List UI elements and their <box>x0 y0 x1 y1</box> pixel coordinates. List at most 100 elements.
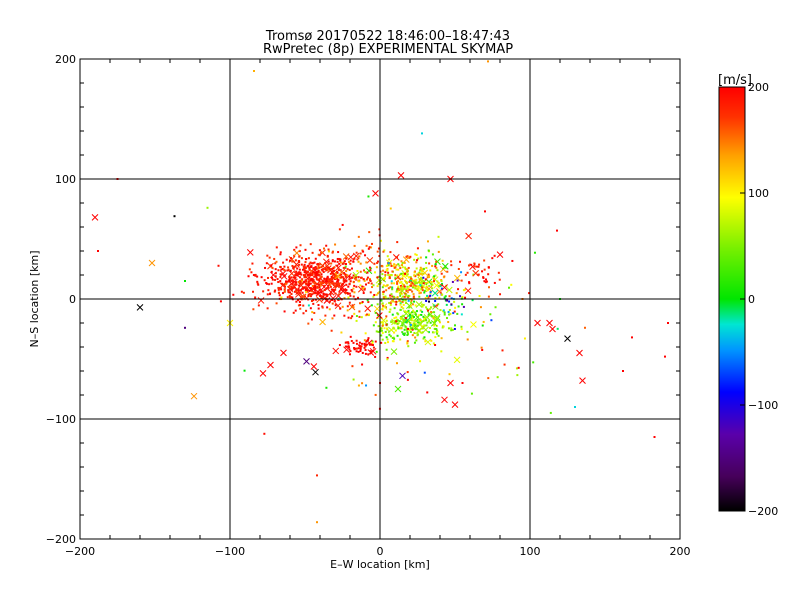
data-point <box>426 308 429 311</box>
data-point <box>440 337 443 340</box>
data-point <box>427 249 430 252</box>
data-point <box>411 334 414 337</box>
y-tick-label: 0 <box>69 293 76 306</box>
data-point <box>366 299 369 302</box>
data-point <box>395 362 398 365</box>
data-point <box>364 343 367 346</box>
data-point <box>370 242 373 245</box>
colorbar-step <box>719 336 745 338</box>
data-point <box>452 312 455 315</box>
colorbar-step <box>719 148 745 150</box>
data-point <box>309 274 312 277</box>
colorbar-step <box>719 453 745 455</box>
data-point <box>511 259 514 262</box>
data-point <box>328 300 331 303</box>
data-point-x <box>190 392 198 400</box>
colorbar-step <box>719 169 745 171</box>
colorbar-step <box>719 238 745 240</box>
data-point <box>412 293 415 296</box>
data-point <box>372 295 375 298</box>
data-point <box>381 302 384 305</box>
data-point <box>404 279 407 282</box>
data-point <box>339 307 342 310</box>
data-point <box>264 266 267 269</box>
colorbar-tick-label: −100 <box>748 399 778 412</box>
data-point <box>318 274 321 277</box>
colorbar-step <box>719 259 745 261</box>
data-point <box>363 288 366 291</box>
data-point <box>381 331 384 334</box>
data-point <box>274 275 277 278</box>
colorbar-step <box>719 501 745 503</box>
colorbar-step <box>719 360 745 362</box>
colorbar-step <box>719 449 745 451</box>
data-point <box>338 262 341 265</box>
data-point <box>382 284 385 287</box>
data-point-x <box>311 267 319 274</box>
colorbar-step <box>719 385 745 387</box>
data-point <box>308 262 311 265</box>
data-point <box>307 257 310 260</box>
colorbar-step <box>719 437 745 439</box>
data-point <box>332 273 335 276</box>
data-point <box>307 270 310 273</box>
data-point <box>406 329 409 332</box>
data-point <box>252 308 255 311</box>
data-point <box>417 273 420 276</box>
data-point <box>385 348 388 351</box>
colorbar-step <box>719 469 745 471</box>
data-point <box>317 263 320 266</box>
colorbar-step <box>719 212 745 214</box>
data-point <box>372 284 375 287</box>
data-point <box>344 266 347 269</box>
data-point <box>480 346 483 349</box>
colorbar-step <box>719 356 745 358</box>
data-point <box>333 260 336 263</box>
data-point <box>439 285 442 288</box>
data-point <box>318 263 321 266</box>
data-point <box>280 288 283 291</box>
data-point-x <box>303 358 310 365</box>
data-point <box>315 272 318 275</box>
data-point <box>323 277 326 280</box>
data-point <box>321 306 324 309</box>
data-point <box>379 270 382 273</box>
data-point <box>306 287 309 290</box>
colorbar-step <box>719 488 745 490</box>
data-point <box>310 300 313 303</box>
data-point <box>424 296 427 299</box>
colorbar-step <box>719 497 745 499</box>
data-point <box>373 262 376 265</box>
data-point <box>420 313 423 316</box>
colorbar-step <box>719 496 745 498</box>
data-point <box>341 284 344 287</box>
data-point <box>412 316 415 319</box>
colorbar-step <box>719 494 745 496</box>
data-point <box>318 279 321 282</box>
colorbar-step <box>719 338 745 340</box>
data-point <box>357 235 360 238</box>
data-point <box>397 327 400 330</box>
data-point-x <box>465 232 472 240</box>
data-point <box>419 282 422 285</box>
data-point <box>407 276 410 279</box>
data-point-x <box>390 348 398 355</box>
x-tick-label: −200 <box>65 545 95 558</box>
data-point-x <box>576 349 583 357</box>
data-point <box>377 247 380 250</box>
data-point <box>336 260 339 263</box>
data-point <box>344 273 347 276</box>
data-point <box>312 279 315 282</box>
data-point <box>418 321 421 324</box>
colorbar-step <box>719 264 745 266</box>
data-point <box>308 266 311 269</box>
colorbar-step <box>719 111 745 113</box>
colorbar-step <box>719 464 745 466</box>
data-point <box>426 391 429 394</box>
data-point <box>405 293 408 296</box>
colorbar-step <box>719 375 745 377</box>
data-point <box>423 324 426 327</box>
colorbar-step <box>719 225 745 227</box>
data-point <box>422 337 425 340</box>
data-point <box>331 302 334 305</box>
